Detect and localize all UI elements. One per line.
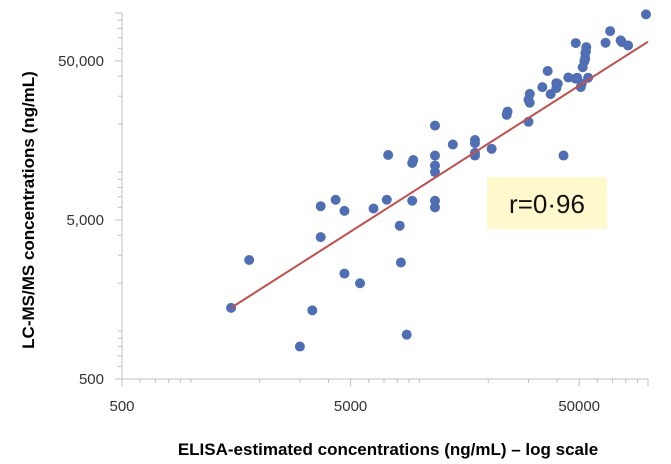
data-point-2 xyxy=(294,341,305,352)
data-point-22 xyxy=(429,160,440,171)
x-axis-title: ELISA-estimated concentrations (ng/mL) –… xyxy=(178,440,598,459)
data-point-30 xyxy=(486,143,497,154)
y-tick-label-1: 5,000 xyxy=(66,212,104,229)
data-point-61 xyxy=(623,40,634,51)
annotation-box xyxy=(487,177,607,229)
data-point-46 xyxy=(570,38,581,49)
data-point-13 xyxy=(394,220,405,231)
data-point-36 xyxy=(524,88,535,99)
ticks xyxy=(115,12,649,386)
x-tick-label-2: 50000 xyxy=(558,398,600,415)
data-point-8 xyxy=(339,205,350,216)
axes xyxy=(121,13,648,380)
data-point-5 xyxy=(315,201,326,212)
data-point-4 xyxy=(315,232,326,243)
data-point-38 xyxy=(542,65,553,76)
data-point-58 xyxy=(605,26,616,37)
data-point-15 xyxy=(401,329,412,340)
tick-labels: 500 5000 50000 500 5,000 50,000 xyxy=(58,53,600,415)
data-point-6 xyxy=(330,194,341,205)
x-tick-label-0: 500 xyxy=(109,398,134,415)
data-point-56 xyxy=(583,72,594,83)
data-point-57 xyxy=(600,37,611,48)
y-tick-label-0: 500 xyxy=(79,371,104,388)
data-point-7 xyxy=(339,268,350,279)
data-point-1 xyxy=(244,254,255,265)
data-point-20 xyxy=(429,195,440,206)
data-point-12 xyxy=(383,150,394,161)
data-point-23 xyxy=(429,150,440,161)
data-point-14 xyxy=(395,257,406,268)
y-axis-title: LC-MS/MS concentrations (ng/mL) xyxy=(19,71,38,349)
data-point-16 xyxy=(407,195,418,206)
trend-line xyxy=(230,40,649,309)
data-point-43 xyxy=(558,150,569,161)
y-tick-label-2: 50,000 xyxy=(58,53,104,70)
data-point-9 xyxy=(355,278,366,289)
data-point-62 xyxy=(640,9,651,20)
data-point-24 xyxy=(429,120,440,131)
annotation: r=0·96 xyxy=(487,177,607,229)
data-points xyxy=(226,9,651,352)
data-point-3 xyxy=(307,305,318,316)
data-point-18 xyxy=(408,155,419,166)
data-point-55 xyxy=(581,42,592,53)
data-point-11 xyxy=(381,194,392,205)
data-point-29 xyxy=(469,135,480,146)
data-point-35 xyxy=(524,97,535,108)
data-point-37 xyxy=(537,82,548,93)
data-point-10 xyxy=(368,203,379,214)
x-tick-label-1: 5000 xyxy=(334,398,367,415)
data-point-25 xyxy=(447,139,458,150)
data-point-32 xyxy=(502,106,513,117)
data-point-42 xyxy=(552,78,563,89)
annotation-text: r=0·96 xyxy=(509,189,585,219)
